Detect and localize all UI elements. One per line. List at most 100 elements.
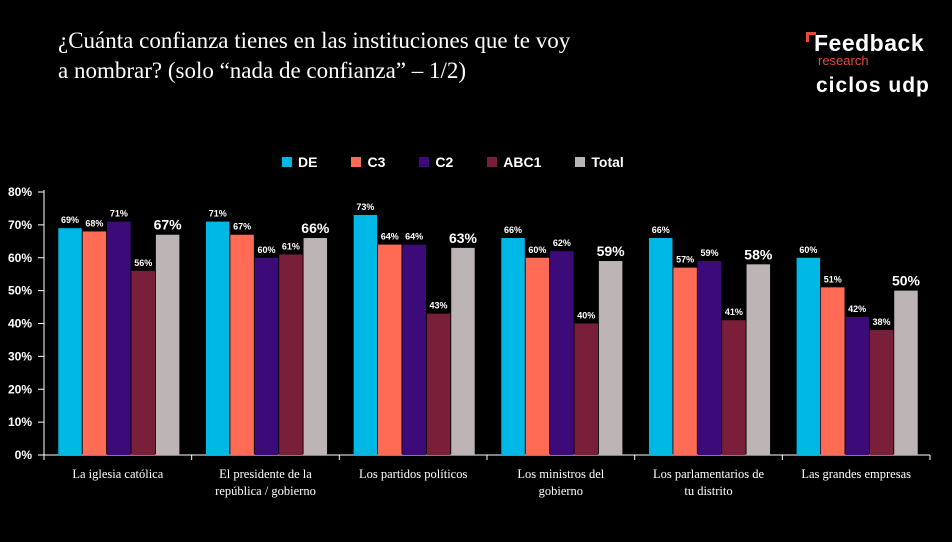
title-line-1: ¿Cuánta confianza tienes en las instituc… [58,28,571,53]
bar-abc1 [426,313,451,455]
data-label: 50% [892,273,921,289]
bar-c3 [525,257,550,455]
bar-c3 [673,267,697,455]
data-label: 64% [381,232,399,242]
bar-c3 [821,287,845,455]
data-label: 67% [154,217,183,233]
bar-de [796,257,821,455]
bar-c2 [254,257,279,455]
legend-swatch [419,157,430,167]
data-label: 38% [873,317,891,327]
bar-abc1 [722,320,746,455]
y-tick-label: 10% [8,415,32,429]
legend-swatch [351,157,362,167]
data-label: 66% [652,225,670,235]
legend-item-total: Total [575,154,624,170]
y-tick-label: 70% [8,218,32,232]
bar-de [353,215,378,455]
legend-label: C2 [435,154,454,170]
bar-total [451,247,475,455]
x-category-label: Los ministros del [517,467,604,481]
legend-label: Total [591,154,624,170]
y-tick-label: 60% [8,251,32,265]
legend-swatch [487,157,498,167]
data-label: 61% [282,241,300,251]
x-category-label: Los parlamentarios de [653,467,765,481]
bar-c3 [230,234,254,455]
data-label: 63% [449,230,478,246]
data-label: 67% [233,222,251,232]
y-tick-label: 0% [15,448,33,462]
bar-total [746,264,771,455]
data-label: 62% [553,238,571,248]
data-label: 68% [85,218,103,228]
bar-c2 [550,251,574,455]
data-label: 66% [504,225,522,235]
y-tick-label: 40% [8,317,32,331]
chart-legend: DE C3 C2 ABC1 Total [282,154,658,170]
data-label: 41% [725,307,743,317]
data-label: 71% [110,209,128,219]
data-label: 43% [430,301,448,311]
title-line-2: a nombrar? (solo “nada de confianza” – 1… [58,58,467,83]
legend-label: ABC1 [503,154,542,170]
legend-swatch [282,157,292,167]
bar-c3 [378,244,402,455]
x-category-label: tu distrito [684,484,732,498]
y-tick-label: 20% [8,382,32,396]
data-label: 57% [676,255,694,265]
bar-c3 [82,231,107,455]
legend-item-de: DE [282,154,317,170]
bar-abc1 [131,270,155,455]
data-label: 42% [848,304,866,314]
bar-c2 [402,244,426,455]
brand-sub: research [818,53,869,68]
bar-de [648,238,673,455]
bar-abc1 [279,254,303,455]
bar-c2 [697,261,722,455]
data-label: 58% [744,246,773,262]
data-label: 71% [209,209,227,219]
bar-total [155,234,180,455]
data-label: 64% [405,232,423,242]
legend-label: C3 [367,154,386,170]
chart-title: ¿Cuánta confianza tienes en las instituc… [58,26,698,86]
bar-de [205,221,230,455]
legend-item-c2: C2 [419,154,453,170]
x-category-label: La iglesia católica [72,467,163,481]
x-category-label: gobierno [539,484,583,498]
bar-total [598,261,623,455]
bar-de [58,228,82,455]
data-label: 66% [301,220,330,236]
brand-name: Feedback [814,30,925,56]
data-label: 60% [528,245,546,255]
legend-label: DE [298,154,318,170]
data-label: 40% [577,311,595,321]
legend-item-abc1: ABC1 [487,154,541,170]
bar-total [303,238,328,455]
bar-total [894,290,918,455]
legend-item-c3: C3 [351,154,385,170]
x-category-label: república / gobierno [215,484,316,498]
bar-abc1 [574,323,598,455]
feedback-logo-icon [806,32,816,42]
y-tick-label: 80% [8,185,32,199]
data-label: 60% [257,245,275,255]
data-label: 69% [61,215,79,225]
x-category-label: El presidente de la [219,467,312,481]
bar-c2 [107,221,131,455]
y-tick-label: 30% [8,349,32,363]
partner-logo: ciclos udp [816,74,930,97]
data-label: 56% [134,258,152,268]
x-category-label: Los partidos políticos [359,467,467,481]
y-tick-label: 50% [8,284,32,298]
legend-swatch [575,157,586,167]
data-label: 59% [700,248,718,258]
bar-c2 [845,316,869,455]
data-label: 51% [824,274,842,284]
x-category-label: Las grandes empresas [801,467,911,481]
data-label: 73% [356,202,374,212]
data-label: 60% [799,245,817,255]
data-label: 59% [597,243,626,259]
